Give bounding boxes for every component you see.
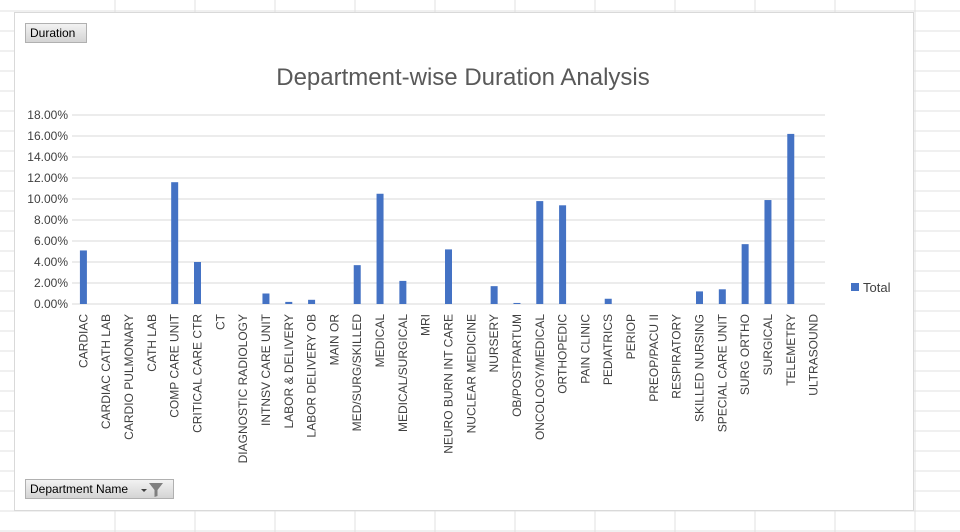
x-tick-label: MED/SURG/SKILLED (350, 314, 364, 432)
x-tick-label: COMP CARE UNIT (168, 313, 182, 417)
y-tick-label: 10.00% (27, 192, 68, 206)
bar-10[interactable] (308, 299, 316, 304)
bar-27[interactable] (696, 291, 703, 304)
bar-23[interactable] (604, 298, 612, 304)
x-tick-label: DIAGNOSTIC RADIOLOGY (236, 314, 250, 463)
x-tick-label: CT (213, 313, 227, 330)
values-field-button[interactable]: Duration (25, 23, 87, 43)
bar-29[interactable] (741, 244, 749, 304)
x-tick-label: INTNSV CARE UNIT (259, 313, 273, 426)
y-tick-label: 12.00% (27, 171, 68, 185)
x-tick-label: ULTRASOUND (807, 314, 821, 396)
x-tick-label: CARDIAC CATH LAB (99, 314, 113, 429)
axis-field-label: Department Name (30, 482, 129, 496)
bar-5[interactable] (194, 262, 201, 304)
x-tick-label: LABOR DELIVERY OB (305, 314, 319, 438)
x-tick-label: PAIN CLINIC (578, 314, 592, 384)
x-tick-label: MEDICAL/SURGICAL (396, 314, 410, 432)
x-tick-label: SPECIAL CARE UNIT (715, 313, 729, 432)
legend-label: Total (863, 280, 891, 295)
x-tick-label: RESPIRATORY (670, 314, 684, 399)
bar-30[interactable] (764, 200, 772, 304)
bar-20[interactable] (536, 201, 544, 304)
dropdown-arrow-icon (141, 489, 147, 492)
bar-18[interactable] (490, 286, 498, 304)
x-tick-label: LABOR & DELIVERY (282, 314, 296, 429)
bar-19[interactable] (513, 302, 521, 304)
x-tick-label: SURGICAL (761, 314, 775, 376)
axis-field-button[interactable]: Department Name (25, 479, 174, 499)
x-tick-label: MEDICAL (373, 314, 387, 368)
y-tick-label: 0.00% (34, 297, 68, 311)
y-tick-label: 4.00% (34, 255, 68, 269)
bar-4[interactable] (171, 182, 179, 304)
x-tick-label: NUCLEAR MEDICINE (464, 314, 478, 433)
bar-9[interactable] (285, 301, 293, 304)
bar-21[interactable] (559, 205, 567, 304)
x-tick-label: PERIOP (624, 314, 638, 359)
y-tick-label: 18.00% (27, 108, 68, 122)
x-tick-label: PEDIATRICS (601, 314, 615, 385)
x-tick-label: OB/POSTPARTUM (510, 314, 524, 417)
x-tick-label: CARDIO PULMONARY (122, 314, 136, 440)
bar-0[interactable] (79, 250, 87, 304)
x-tick-label: TELEMETRY (784, 314, 798, 386)
x-tick-label: NEURO BURN INT CARE (442, 314, 456, 454)
x-tick-label: CATH LAB (145, 314, 159, 372)
bar-28[interactable] (718, 289, 726, 304)
y-tick-label: 2.00% (34, 276, 68, 290)
x-tick-label: SURG ORTHO (738, 314, 752, 395)
legend-swatch (851, 283, 859, 291)
values-field-label: Duration (30, 26, 76, 40)
y-tick-label: 16.00% (27, 129, 68, 143)
x-tick-label: CARDIAC (76, 314, 90, 368)
funnel-filter-icon (149, 483, 163, 497)
y-tick-label: 6.00% (34, 234, 68, 248)
x-tick-label: ORTHOPEDIC (556, 314, 570, 394)
x-tick-label: SKILLED NURSING (693, 314, 707, 422)
bar-12[interactable] (353, 265, 361, 304)
bar-13[interactable] (376, 193, 384, 304)
filter-dropdown[interactable] (139, 482, 165, 501)
y-tick-label: 8.00% (34, 213, 68, 227)
bar-8[interactable] (262, 293, 270, 305)
bar-14[interactable] (399, 280, 407, 304)
y-tick-label: 14.00% (27, 150, 68, 164)
x-tick-label: CRITICAL CARE CTR (191, 314, 205, 433)
bar-31[interactable] (787, 133, 795, 304)
chart-title: Department-wise Duration Analysis (276, 64, 650, 91)
x-tick-label: MRI (419, 314, 433, 336)
x-tick-label: MAIN OR (327, 314, 341, 366)
bar-16[interactable] (445, 249, 452, 304)
x-tick-label: ONCOLOGY/MEDICAL (533, 314, 547, 440)
x-tick-label: PREOP/PACU II (647, 314, 661, 402)
x-tick-label: NURSERY (487, 314, 501, 372)
